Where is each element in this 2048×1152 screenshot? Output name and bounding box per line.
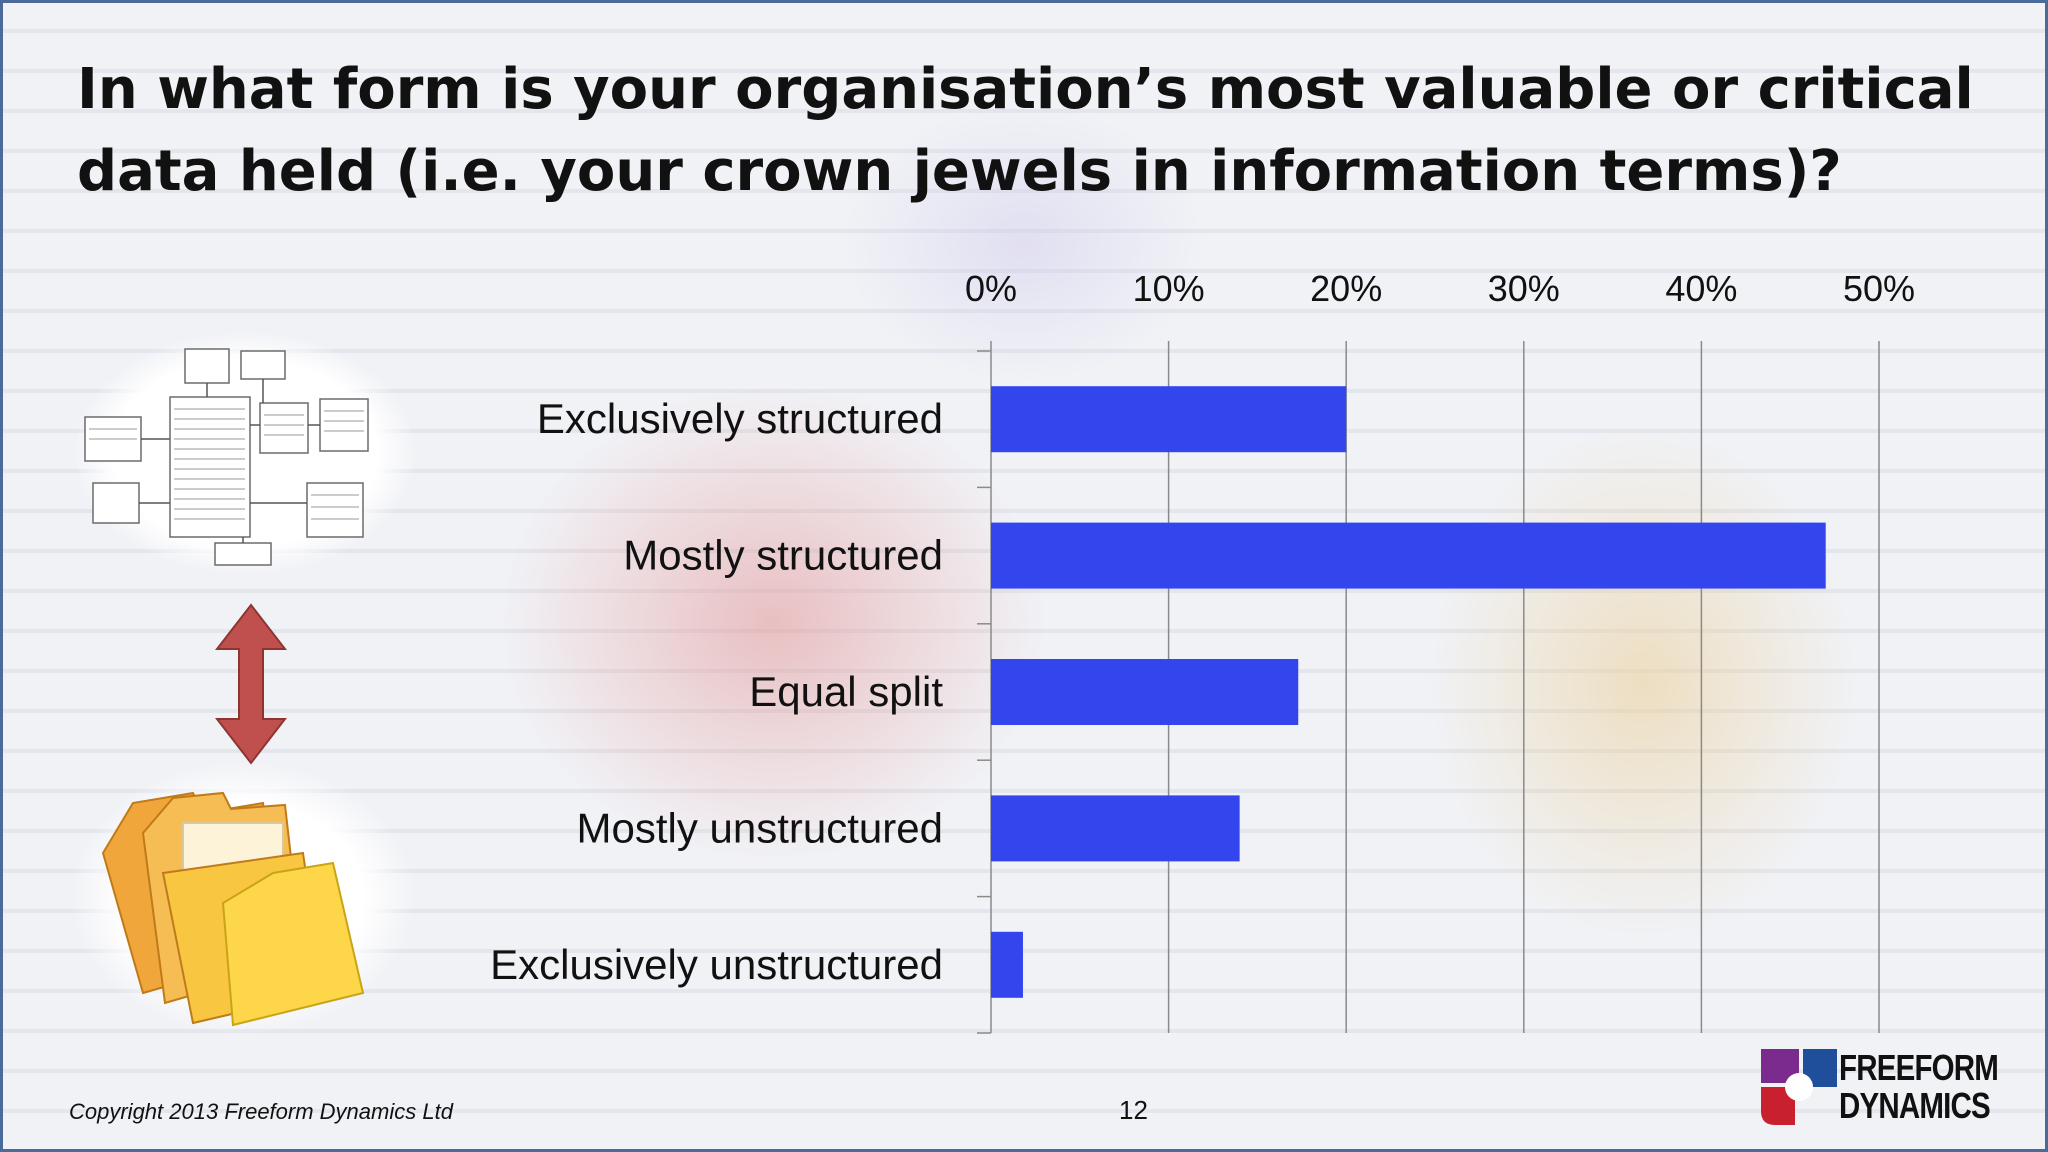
freeform-dynamics-logo: FREEFORM DYNAMICS	[1761, 1049, 2011, 1125]
x-tick-label: 30%	[1488, 268, 1560, 309]
category-label: Mostly structured	[623, 532, 943, 579]
category-label: Equal split	[749, 668, 943, 715]
bar	[991, 386, 1347, 453]
x-tick-label: 10%	[1133, 268, 1205, 309]
copyright-text: Copyright 2013 Freeform Dynamics Ltd	[69, 1099, 453, 1124]
folders-icon	[73, 763, 413, 1033]
slide-title: In what form is your organisation’s most…	[77, 57, 1974, 204]
category-label: Exclusively structured	[537, 395, 943, 442]
category-label: Exclusively unstructured	[490, 941, 943, 988]
bar	[991, 931, 1023, 998]
bar	[991, 795, 1240, 862]
logo-line1: FREEFORM	[1839, 1047, 1999, 1088]
logo-line2: DYNAMICS	[1839, 1085, 1991, 1126]
database-schema-icon	[75, 333, 415, 573]
bar-chart: 0% 10% 20% 30% 40% 50% Exclusively structured M…	[490, 268, 1915, 1034]
bar	[991, 522, 1826, 589]
x-tick-label: 40%	[1665, 268, 1737, 309]
x-tick-label: 0%	[965, 268, 1017, 309]
x-tick-label: 50%	[1843, 268, 1915, 309]
page-number: 12	[1119, 1095, 1148, 1125]
bar	[991, 659, 1299, 725]
x-tick-label: 20%	[1310, 268, 1382, 309]
category-label: Mostly unstructured	[577, 804, 943, 851]
logo-mark-icon	[1761, 1049, 1837, 1125]
